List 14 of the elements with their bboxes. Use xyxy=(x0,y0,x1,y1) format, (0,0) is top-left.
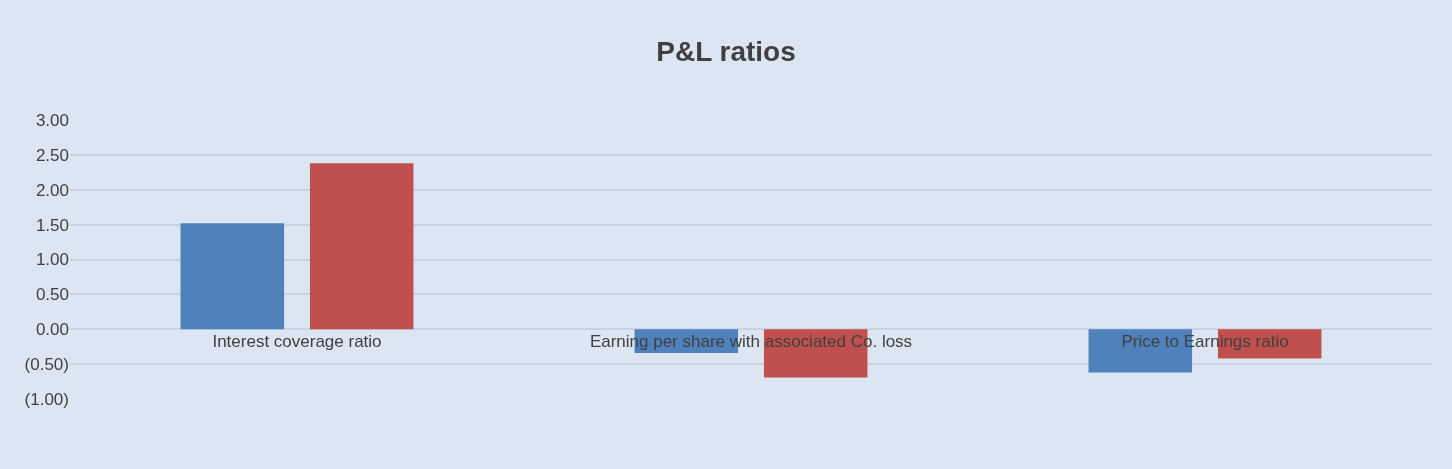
y-tick-label: (0.50) xyxy=(24,355,69,375)
y-tick-label: 1.00 xyxy=(35,250,69,270)
y-tick-label: (1.00) xyxy=(24,389,69,409)
bar xyxy=(309,163,414,330)
x-tick-label: Interest coverage ratio xyxy=(212,332,382,352)
y-tick-label: 2.00 xyxy=(35,180,69,200)
y-tick-label: 1.50 xyxy=(35,215,69,235)
y-tick-label: 0.00 xyxy=(35,320,69,340)
y-tick-label: 0.50 xyxy=(35,285,69,305)
bar xyxy=(180,223,285,330)
chart-title: P&L ratios xyxy=(656,36,796,68)
x-tick-label: Price to Earnings ratio xyxy=(1121,332,1289,352)
y-tick-label: 2.50 xyxy=(35,145,69,165)
y-tick-label: 3.00 xyxy=(35,110,69,130)
